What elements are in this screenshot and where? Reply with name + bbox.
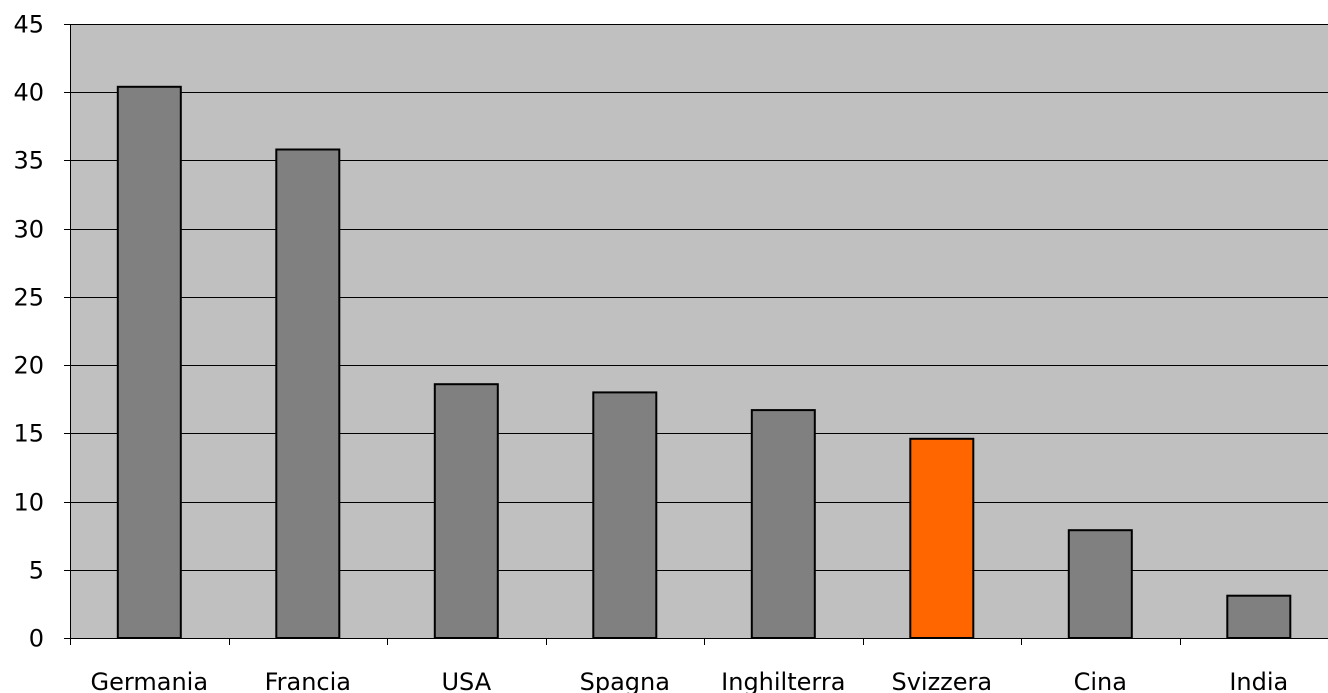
x-tick-label-usa: USA bbox=[441, 668, 491, 693]
bar-germania bbox=[116, 85, 182, 640]
y-tick-labels: 0 5 10 15 20 25 30 35 40 45 bbox=[13, 11, 44, 653]
bar-india bbox=[1226, 594, 1292, 640]
y-tick-label: 45 bbox=[13, 11, 44, 39]
bar-cina bbox=[1067, 529, 1133, 640]
x-tick-label-spagna: Spagna bbox=[580, 668, 670, 693]
plot-area bbox=[70, 24, 1328, 638]
y-tick-label: 10 bbox=[13, 489, 44, 517]
x-tick-labels: Germania Francia USA Spagna Inghilterra Svizz… bbox=[91, 668, 1289, 693]
bar-inghilterra bbox=[750, 409, 816, 639]
bar-spagna bbox=[592, 391, 658, 639]
y-tick-label: 40 bbox=[13, 79, 44, 107]
x-tick-label-inghilterra: Inghilterra bbox=[721, 668, 845, 693]
y-tick-label: 5 bbox=[29, 557, 44, 585]
x-tick-label-germania: Germania bbox=[91, 668, 208, 693]
axes bbox=[64, 24, 1328, 645]
bar-svizzera bbox=[909, 437, 975, 639]
y-tick-label: 0 bbox=[29, 625, 44, 653]
bar-usa bbox=[433, 383, 499, 640]
x-tick-label-india: India bbox=[1229, 668, 1288, 693]
x-tick-label-francia: Francia bbox=[265, 668, 351, 693]
y-tick-label: 20 bbox=[13, 352, 44, 380]
bars bbox=[116, 85, 1292, 640]
y-tick-label: 25 bbox=[13, 284, 44, 312]
y-tick-label: 35 bbox=[13, 147, 44, 175]
bar-francia bbox=[275, 148, 341, 639]
y-tick-label: 15 bbox=[13, 420, 44, 448]
x-tick-label-svizzera: Svizzera bbox=[891, 668, 992, 693]
x-tick-label-cina: Cina bbox=[1074, 668, 1127, 693]
y-tick-label: 30 bbox=[13, 216, 44, 244]
